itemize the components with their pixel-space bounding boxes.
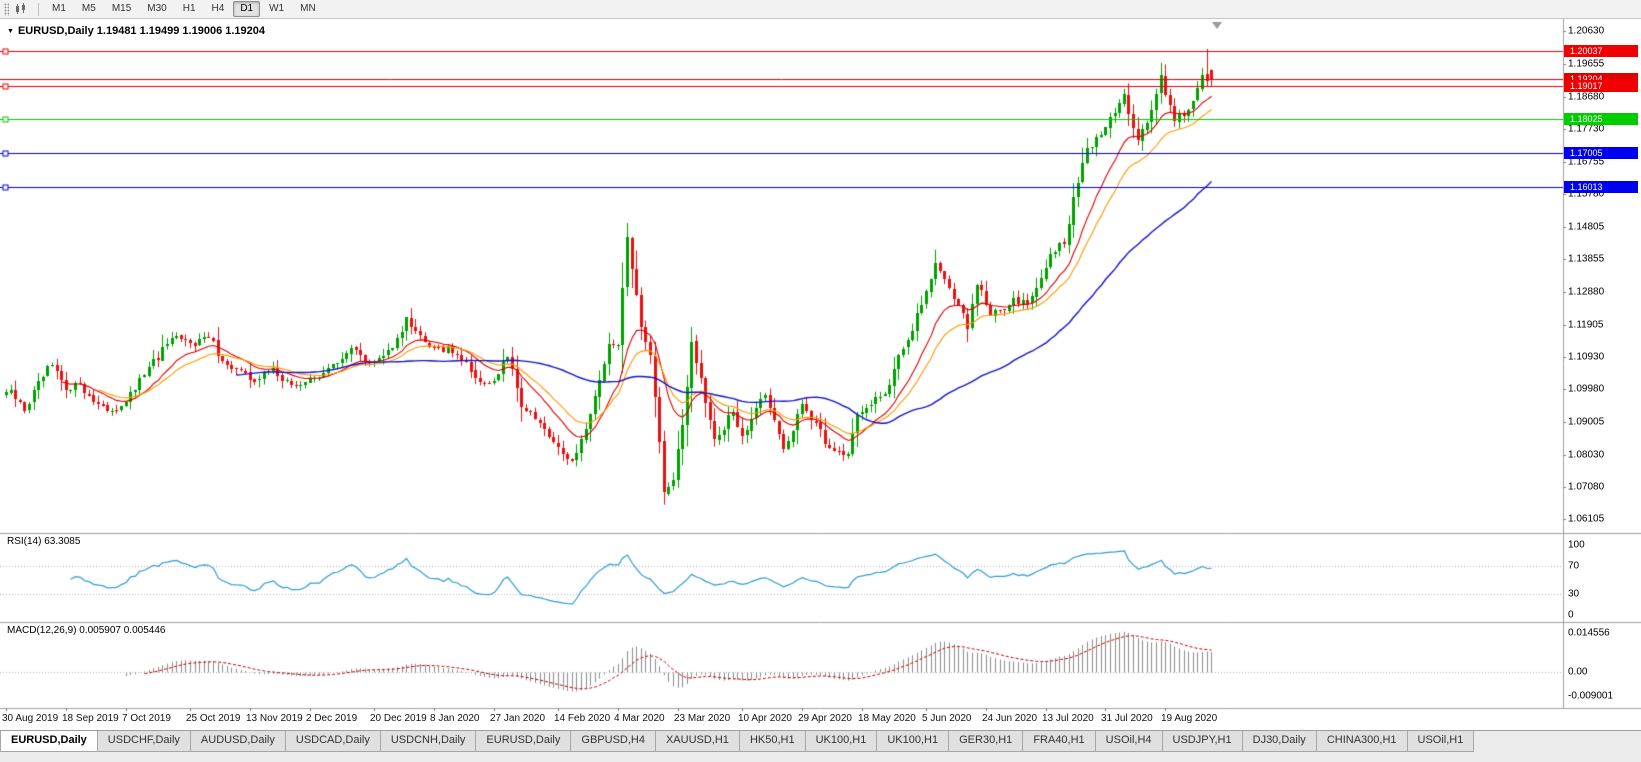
- price-chart-canvas[interactable]: [0, 19, 1641, 730]
- chart-window: ▼ EURUSD,Daily 1.19481 1.19499 1.19006 1.…: [0, 19, 1641, 730]
- chart-tab-1[interactable]: USDCHF,Daily: [96, 731, 191, 752]
- chart-tab-15[interactable]: DJ30,Daily: [1241, 731, 1317, 752]
- timeframe-button-m5[interactable]: M5: [81, 3, 96, 14]
- timeframe-button-h4[interactable]: H4: [211, 3, 225, 14]
- chart-tab-7[interactable]: XAUUSD,H1: [654, 731, 740, 752]
- chart-tab-0[interactable]: EURUSD,Daily: [0, 731, 98, 752]
- chart-tab-17[interactable]: USOil,H1: [1406, 731, 1475, 752]
- chart-tabs-bar: EURUSD,Daily USDCHF,Daily AUDUSD,Daily USDC…: [0, 730, 1641, 762]
- chart-tab-13[interactable]: USOil,H4: [1094, 731, 1163, 752]
- candlestick-chart-icon[interactable]: [13, 2, 29, 16]
- timeframe-button-w1[interactable]: W1: [269, 3, 285, 14]
- timeframe-button-m30[interactable]: M30: [147, 3, 167, 14]
- chart-tab-5[interactable]: EURUSD,Daily: [475, 731, 572, 752]
- chart-tab-12[interactable]: FRA40,H1: [1022, 731, 1096, 752]
- timeframe-button-mn[interactable]: MN: [300, 3, 316, 14]
- chart-tab-4[interactable]: USDCNH,Daily: [379, 731, 477, 752]
- timeframe-buttons: M1 M5 M15 M30 H1 H4 D1 W1 MN: [44, 1, 324, 17]
- chart-tab-14[interactable]: USDJPY,H1: [1161, 731, 1243, 752]
- chart-tab-6[interactable]: GBPUSD,H4: [570, 731, 656, 752]
- timeframe-button-d1[interactable]: D1: [233, 1, 261, 17]
- timeframe-button-m1[interactable]: M1: [52, 3, 66, 14]
- toolbar-separator: [38, 2, 39, 16]
- chart-tab-9[interactable]: UK100,H1: [804, 731, 878, 752]
- toolbar-drag-handle[interactable]: [4, 2, 9, 16]
- timeframe-button-h1[interactable]: H1: [182, 3, 196, 14]
- chart-tab-2[interactable]: AUDUSD,Daily: [189, 731, 286, 752]
- chart-tab-16[interactable]: CHINA300,H1: [1315, 731, 1408, 752]
- chart-tab-3[interactable]: USDCAD,Daily: [284, 731, 381, 752]
- chart-tab-10[interactable]: UK100,H1: [876, 731, 950, 752]
- timeframe-button-m15[interactable]: M15: [111, 3, 132, 14]
- chart-tab-11[interactable]: GER30,H1: [948, 731, 1024, 752]
- chart-tab-8[interactable]: HK50,H1: [738, 731, 806, 752]
- timeframe-toolbar: M1 M5 M15 M30 H1 H4 D1 W1 MN: [0, 0, 1641, 19]
